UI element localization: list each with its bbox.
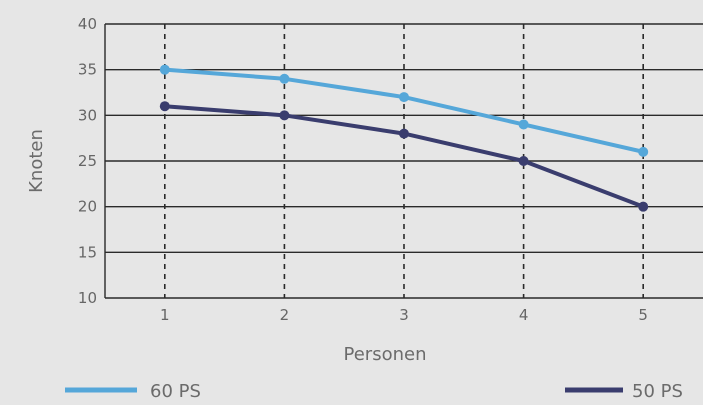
y-tick-label-25: 25 [78, 152, 97, 170]
data-point-1-1 [159, 101, 170, 112]
legend: 60 PS 50 PS [65, 381, 683, 402]
data-point-0-5 [638, 146, 649, 157]
data-point-1-3 [399, 128, 409, 139]
data-point-1-4 [518, 156, 529, 166]
x-tick-label-4: 4 [519, 306, 529, 324]
x-tick-label-1: 1 [160, 306, 170, 324]
y-tick-label-15: 15 [78, 243, 97, 261]
data-point-0-1 [159, 64, 170, 75]
legend-label-0: 60 PS [150, 381, 201, 402]
data-point-0-4 [518, 119, 529, 130]
x-tick-label-3: 3 [399, 306, 409, 324]
data-point-0-2 [279, 73, 290, 84]
y-tick-label-35: 35 [78, 61, 97, 79]
legend-label-1: 50 PS [632, 381, 683, 402]
x-axis-title: Personen [344, 344, 427, 365]
data-point-1-2 [279, 110, 290, 121]
x-tick-label-5: 5 [638, 306, 648, 324]
x-axis-ticks: 1 2 3 4 5 [160, 306, 648, 324]
series-layer [159, 64, 649, 212]
y-tick-label-10: 10 [78, 289, 97, 307]
x-tick-label-2: 2 [280, 306, 290, 324]
data-point-1-5 [638, 201, 649, 212]
y-tick-label-40: 40 [78, 15, 97, 33]
y-tick-label-30: 30 [78, 106, 97, 124]
y-axis-title: Knoten [26, 129, 47, 193]
data-point-0-3 [399, 92, 409, 103]
y-tick-label-20: 20 [78, 198, 97, 216]
y-axis-ticks: 10 15 20 25 30 35 40 [78, 15, 97, 307]
